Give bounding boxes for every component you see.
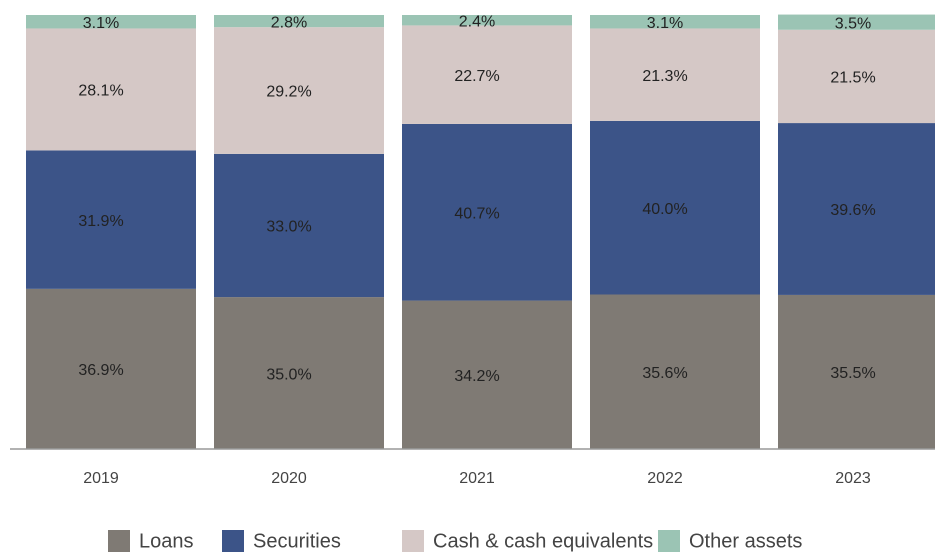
data-label: 39.6% — [830, 202, 875, 219]
data-label: 3.1% — [83, 15, 119, 32]
data-label: 35.6% — [642, 365, 687, 382]
data-label: 35.5% — [830, 365, 875, 382]
data-label: 35.0% — [266, 366, 311, 383]
legend-label: Other assets — [689, 530, 802, 552]
bar-segment — [214, 27, 384, 154]
data-label: 22.7% — [454, 68, 499, 85]
bar-segment — [214, 153, 384, 298]
bar-segment — [590, 120, 760, 295]
data-label: 3.1% — [647, 15, 683, 32]
legend-label: Securities — [253, 530, 341, 552]
legend-swatch — [658, 530, 680, 552]
data-label: 29.2% — [266, 84, 311, 101]
x-tick-label: 2021 — [459, 470, 495, 487]
bar-segment — [26, 288, 196, 449]
data-label: 21.3% — [642, 68, 687, 85]
bar-segment — [26, 150, 196, 289]
x-tick-label: 2023 — [835, 470, 871, 487]
bar-segment — [590, 294, 760, 449]
data-label: 34.2% — [454, 368, 499, 385]
data-label: 40.7% — [454, 205, 499, 222]
legend-swatch — [222, 530, 244, 552]
data-label: 36.9% — [78, 362, 123, 379]
bar-segment — [402, 25, 572, 124]
bar-segment — [778, 123, 935, 295]
bar-segment — [214, 297, 384, 449]
bar-segment — [26, 28, 196, 151]
x-tick-label: 2019 — [83, 470, 119, 487]
bar-segment — [26, 15, 196, 29]
bar-segment — [402, 300, 572, 449]
legend-label: Loans — [139, 530, 194, 552]
bar-segment — [778, 14, 935, 30]
bar-segment — [590, 28, 760, 121]
x-tick-label: 2020 — [271, 470, 307, 487]
data-label: 31.9% — [78, 213, 123, 230]
data-label: 2.4% — [459, 13, 495, 30]
legend-label: Cash & cash equivalents — [433, 530, 653, 552]
data-label: 28.1% — [78, 83, 123, 100]
bar-segment — [778, 294, 935, 449]
data-label: 33.0% — [266, 219, 311, 236]
bar-segment — [214, 15, 384, 28]
bar-segment — [590, 15, 760, 29]
x-tick-label: 2022 — [647, 470, 683, 487]
legend-swatch — [402, 530, 424, 552]
legend-swatch — [108, 530, 130, 552]
data-label: 3.5% — [835, 15, 871, 32]
bar-segment — [402, 123, 572, 301]
data-label: 40.0% — [642, 201, 687, 218]
data-label: 21.5% — [830, 70, 875, 87]
bar-segment — [778, 29, 935, 124]
data-label: 2.8% — [271, 14, 307, 31]
bar-segment — [402, 15, 572, 26]
